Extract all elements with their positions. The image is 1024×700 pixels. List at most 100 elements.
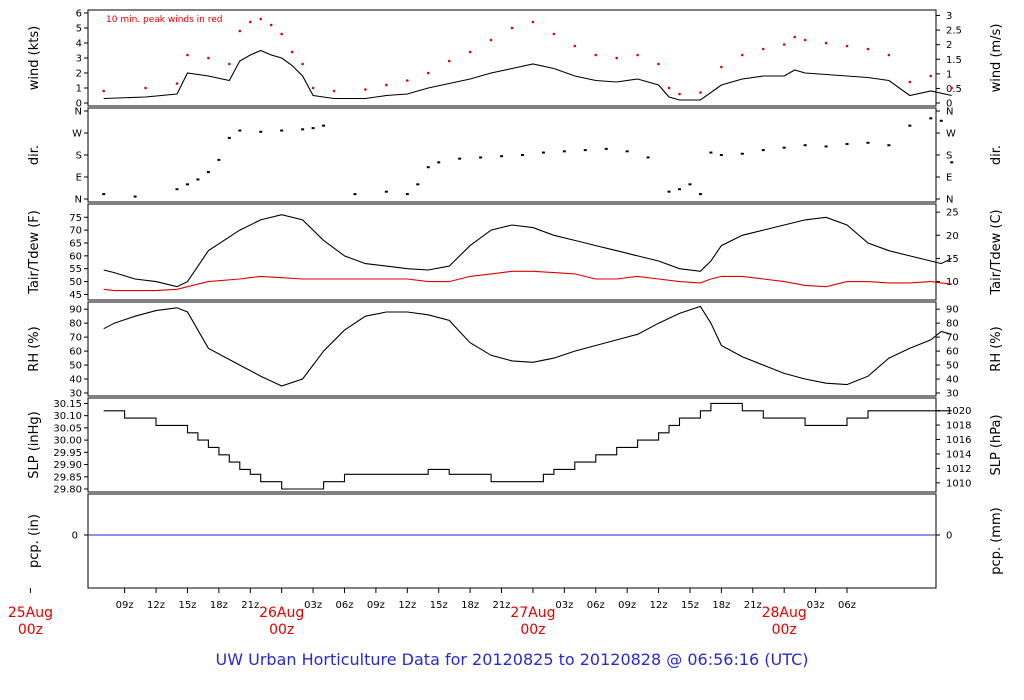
x-tick-label: 21z (493, 600, 511, 611)
peak-wind-point (259, 17, 263, 21)
peak-wind-point (489, 38, 493, 42)
y-tick-label-right: 0 (946, 531, 952, 542)
direction-point (426, 166, 430, 169)
direction-point (625, 150, 629, 153)
y-tick-label-right: 2.5 (946, 26, 962, 37)
peak-wind-point (238, 29, 242, 33)
direction-point (709, 151, 713, 154)
panel-frame (87, 397, 937, 493)
y-axis-title-right: pcp. (mm) (989, 507, 1004, 574)
y-tick-label-right: 70 (946, 333, 959, 344)
peak-wind-point (144, 86, 147, 90)
y-tick-label: 30.10 (53, 411, 82, 422)
peak-wind-point (845, 44, 849, 48)
tdew-series (103, 270, 952, 292)
x-tick-label: 21z (241, 600, 259, 611)
y-tick-label: 4 (76, 39, 82, 50)
y-tick-label-right: 1010 (946, 478, 971, 489)
panel-frame (87, 493, 937, 589)
direction-point (227, 136, 231, 139)
y-tick-label: 50 (69, 277, 82, 288)
direction-point (185, 183, 189, 186)
y-axis-title: dir. (27, 145, 42, 165)
direction-point (667, 190, 671, 193)
y-tick-label: N (75, 195, 82, 206)
direction-point (280, 129, 284, 132)
x-tick-label: 18z (461, 600, 479, 611)
y-axis-title-right: RH (%) (989, 326, 1004, 371)
y-tick-label-right: 80 (946, 319, 959, 330)
y-tick-label-right: N (946, 107, 953, 118)
peak-wind-point (364, 88, 367, 91)
direction-point (845, 143, 849, 145)
y-tick-label-right: N (946, 195, 953, 206)
peak-wind-point (186, 53, 189, 57)
direction-point (479, 156, 483, 159)
direction-point (824, 145, 828, 148)
peak-wind-point (761, 47, 765, 51)
date-label-day: 25Aug (8, 605, 53, 621)
y-axis-title: Tair/Tdew (F) (27, 210, 42, 295)
panel-frame (87, 301, 937, 397)
peak-wind-point (280, 32, 283, 36)
y-tick-label: 6 (76, 9, 82, 20)
x-tick-label: 09z (367, 600, 385, 611)
peak-wind-point (699, 91, 702, 94)
direction-point (541, 151, 545, 154)
y-tick-label: 40 (69, 375, 82, 386)
y-tick-label-right: 10 (946, 277, 959, 288)
date-label-hour: 00z (772, 622, 797, 638)
x-tick-label: 15z (178, 600, 196, 611)
slp-series (103, 402, 952, 490)
y-tick-label: 75 (69, 213, 82, 224)
y-tick-label-right: 1020 (946, 406, 971, 417)
y-tick-label: 29.80 (53, 485, 82, 496)
direction-point (217, 158, 221, 161)
peak-wind-point (782, 43, 786, 46)
y-tick-label: 50 (69, 361, 82, 372)
y-tick-label-right: E (946, 173, 952, 184)
direction-point (740, 152, 744, 155)
direction-point (500, 155, 504, 158)
y-tick-label: N (75, 107, 82, 118)
peak-wind-point (510, 26, 514, 30)
y-tick-label: 30.05 (53, 423, 82, 434)
y-tick-label: 29.85 (53, 472, 82, 483)
peak-wind-point (594, 53, 598, 57)
y-tick-label-right: 60 (946, 347, 959, 358)
direction-point (322, 124, 326, 127)
direction-point (646, 156, 650, 159)
y-tick-label: 60 (69, 251, 82, 262)
direction-point (238, 129, 242, 132)
date-label-day: 27Aug (510, 605, 555, 621)
y-tick-label-right: S (946, 151, 952, 162)
direction-point (458, 157, 462, 160)
direction-point (311, 127, 315, 130)
y-tick-label-right: 1014 (946, 449, 971, 460)
y-tick-label: 0 (76, 99, 82, 110)
y-tick-label: W (72, 129, 82, 140)
x-tick-label: 03z (304, 600, 322, 611)
peak-wind-point (741, 53, 744, 57)
panel-frame (87, 203, 937, 301)
y-tick-label: 55 (69, 264, 82, 275)
peak-wind-point (803, 38, 807, 42)
direction-point (583, 149, 587, 152)
peak-wind-point (929, 74, 933, 78)
x-tick-label: 09z (116, 600, 134, 611)
direction-point (678, 188, 682, 191)
y-tick-label: 3 (76, 54, 82, 65)
y-tick-label-right: 1 (946, 69, 952, 80)
direction-point (929, 117, 933, 120)
peak-wind-point (385, 83, 388, 87)
direction-point (866, 141, 870, 144)
x-tick-label: 18z (210, 600, 228, 611)
direction-point (520, 154, 524, 156)
y-axis-title-right: dir. (989, 145, 1004, 165)
direction-point (719, 154, 723, 156)
peak-wind-point (468, 50, 472, 54)
direction-point (939, 119, 943, 122)
y-axis-title: wind (kts) (27, 26, 42, 90)
y-tick-label: 1 (76, 84, 82, 95)
direction-point (437, 161, 441, 164)
